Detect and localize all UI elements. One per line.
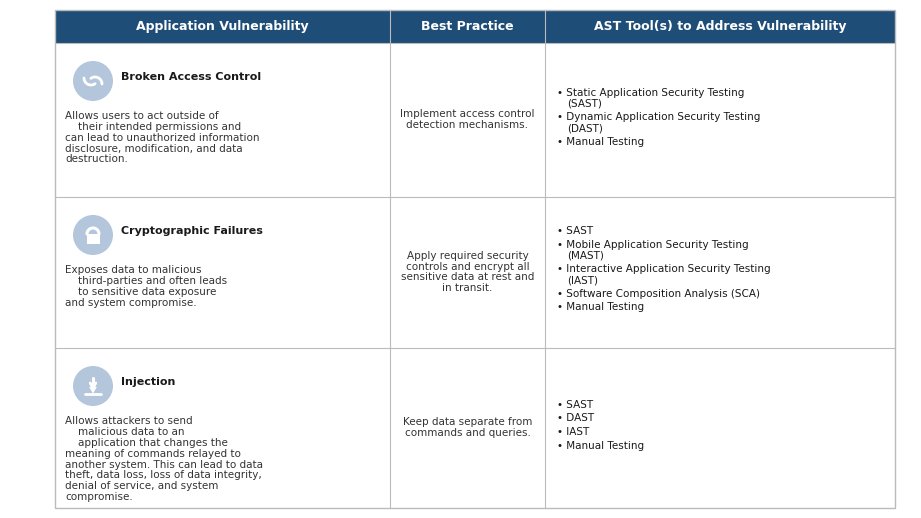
- Text: Allows attackers to send: Allows attackers to send: [65, 416, 192, 426]
- Text: Cryptographic Failures: Cryptographic Failures: [121, 226, 262, 236]
- Text: • Manual Testing: • Manual Testing: [557, 137, 644, 147]
- Polygon shape: [89, 387, 97, 394]
- Text: • IAST: • IAST: [557, 427, 589, 437]
- Text: their intended permissions and: their intended permissions and: [65, 122, 241, 132]
- Text: malicious data to an: malicious data to an: [65, 427, 184, 437]
- Text: sensitive data at rest and: sensitive data at rest and: [401, 272, 534, 282]
- Text: to sensitive data exposure: to sensitive data exposure: [65, 287, 216, 297]
- Text: • Interactive Application Security Testing: • Interactive Application Security Testi…: [557, 264, 771, 275]
- Text: another system. This can lead to data: another system. This can lead to data: [65, 459, 263, 469]
- Text: AST Tool(s) to Address Vulnerability: AST Tool(s) to Address Vulnerability: [594, 20, 846, 33]
- Text: • Manual Testing: • Manual Testing: [557, 440, 644, 451]
- Text: • Software Composition Analysis (SCA): • Software Composition Analysis (SCA): [557, 289, 760, 299]
- Circle shape: [73, 61, 113, 101]
- Bar: [87, 234, 99, 244]
- Text: (SAST): (SAST): [567, 99, 602, 109]
- Text: controls and encrypt all: controls and encrypt all: [405, 262, 530, 271]
- Text: Broken Access Control: Broken Access Control: [121, 72, 262, 82]
- Text: Best Practice: Best Practice: [421, 20, 514, 33]
- Text: detection mechanisms.: detection mechanisms.: [406, 120, 529, 130]
- Text: • Manual Testing: • Manual Testing: [557, 303, 644, 312]
- Text: destruction.: destruction.: [65, 154, 128, 165]
- Text: theft, data loss, loss of data integrity,: theft, data loss, loss of data integrity…: [65, 470, 262, 480]
- Text: Implement access control: Implement access control: [401, 109, 535, 119]
- Text: (IAST): (IAST): [567, 275, 598, 285]
- Text: • SAST: • SAST: [557, 226, 593, 236]
- Text: Apply required security: Apply required security: [407, 251, 529, 261]
- Text: • Mobile Application Security Testing: • Mobile Application Security Testing: [557, 240, 749, 250]
- Text: • Static Application Security Testing: • Static Application Security Testing: [557, 88, 744, 98]
- Text: • SAST: • SAST: [557, 400, 593, 410]
- Text: commands and queries.: commands and queries.: [404, 428, 530, 438]
- Text: Application Vulnerability: Application Vulnerability: [136, 20, 309, 33]
- Text: (MAST): (MAST): [567, 251, 604, 261]
- Text: third-parties and often leads: third-parties and often leads: [65, 276, 227, 286]
- Text: Allows users to act outside of: Allows users to act outside of: [65, 111, 218, 121]
- Text: can lead to unauthorized information: can lead to unauthorized information: [65, 133, 260, 143]
- Text: application that changes the: application that changes the: [65, 438, 227, 448]
- Text: denial of service, and system: denial of service, and system: [65, 481, 218, 491]
- Text: Injection: Injection: [121, 377, 175, 387]
- Text: compromise.: compromise.: [65, 492, 133, 502]
- Text: (DAST): (DAST): [567, 123, 603, 133]
- Circle shape: [73, 366, 113, 406]
- Text: Exposes data to malicious: Exposes data to malicious: [65, 265, 202, 275]
- Text: meaning of commands relayed to: meaning of commands relayed to: [65, 449, 241, 458]
- Text: • Dynamic Application Security Testing: • Dynamic Application Security Testing: [557, 112, 761, 122]
- Text: and system compromise.: and system compromise.: [65, 298, 196, 308]
- Text: • DAST: • DAST: [557, 413, 594, 423]
- Circle shape: [73, 215, 113, 255]
- Bar: [55, 10, 895, 43]
- Text: in transit.: in transit.: [442, 283, 493, 293]
- Text: disclosure, modification, and data: disclosure, modification, and data: [65, 143, 242, 154]
- Text: Keep data separate from: Keep data separate from: [402, 417, 532, 427]
